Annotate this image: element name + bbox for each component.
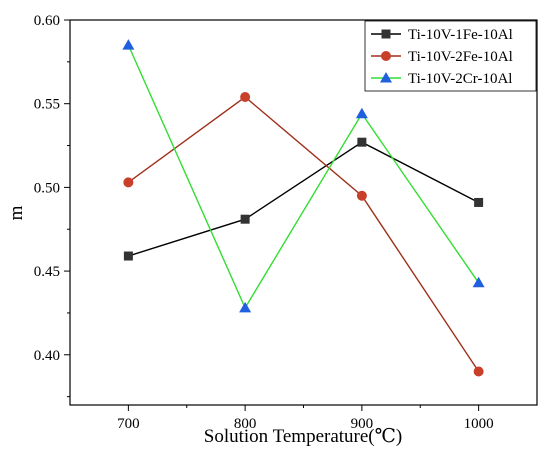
x-tick-label: 800 bbox=[234, 416, 257, 432]
legend-entry: Ti-10V-1Fe-10Al bbox=[371, 27, 513, 43]
y-tick-label: 0.50 bbox=[34, 180, 60, 196]
data-point bbox=[123, 177, 134, 188]
legend-label: Ti-10V-2Fe-10Al bbox=[408, 49, 513, 65]
x-axis-title: Solution Temperature(℃) bbox=[204, 426, 402, 447]
series-2 bbox=[123, 92, 484, 377]
data-point bbox=[123, 251, 133, 261]
series-line bbox=[128, 141, 479, 257]
legend-marker bbox=[380, 72, 392, 83]
legend-entry: Ti-10V-2Fe-10Al bbox=[371, 49, 513, 65]
series-1 bbox=[123, 137, 484, 261]
x-tick-label: 900 bbox=[351, 416, 374, 432]
legend-marker bbox=[381, 51, 391, 61]
data-point bbox=[122, 39, 135, 50]
legend: Ti-10V-1Fe-10Al Ti-10V-2Fe-10Al Ti-10V-2Cr… bbox=[364, 20, 537, 92]
legend-entry: Ti-10V-2Cr-10Al bbox=[371, 71, 512, 87]
data-point bbox=[240, 92, 251, 102]
x-tick-label: 1000 bbox=[464, 416, 494, 432]
y-tick-label: 0.40 bbox=[34, 348, 60, 364]
data-point bbox=[355, 107, 368, 119]
y-tick-label: 0.60 bbox=[34, 13, 60, 29]
data-point bbox=[239, 301, 252, 313]
series-3 bbox=[122, 39, 485, 313]
y-axis-title: m bbox=[6, 205, 27, 220]
legend-label: Ti-10V-1Fe-10Al bbox=[408, 27, 513, 43]
data-point bbox=[240, 214, 250, 224]
data-point bbox=[474, 197, 484, 207]
data-point bbox=[472, 276, 485, 288]
series-layer bbox=[122, 39, 485, 377]
series-line bbox=[127, 96, 480, 372]
x-axis: 700 800 900 1000 bbox=[117, 405, 494, 432]
legend-marker bbox=[381, 29, 391, 39]
y-tick-label: 0.55 bbox=[34, 97, 60, 113]
data-point bbox=[356, 190, 367, 201]
x-tick-label: 700 bbox=[117, 416, 140, 432]
y-axis: 0.40 0.45 0.50 0.55 0.60 bbox=[34, 13, 70, 398]
legend-label: Ti-10V-2Cr-10Al bbox=[408, 71, 512, 87]
series-line bbox=[127, 44, 480, 310]
data-point bbox=[473, 366, 484, 377]
data-point bbox=[357, 137, 367, 147]
y-tick-label: 0.45 bbox=[34, 264, 60, 280]
